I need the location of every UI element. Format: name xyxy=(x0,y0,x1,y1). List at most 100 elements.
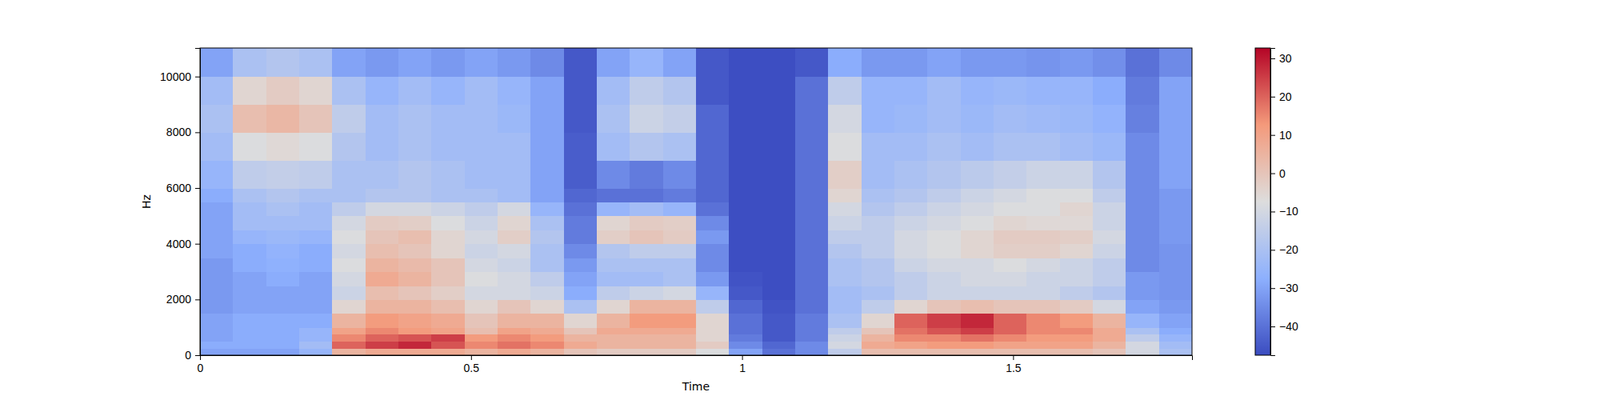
tick: 30 xyxy=(1270,52,1292,65)
heatmap-cell xyxy=(1060,299,1094,314)
heatmap-cell xyxy=(993,334,1028,342)
heatmap-cell xyxy=(1092,285,1127,300)
heatmap-cell xyxy=(431,104,465,133)
heatmap-cell xyxy=(530,257,564,272)
heatmap-cell xyxy=(200,348,234,356)
heatmap-cell xyxy=(365,76,400,105)
heatmap-cell xyxy=(728,334,763,342)
heatmap-cell xyxy=(629,341,664,349)
heatmap-cell xyxy=(299,244,333,259)
heatmap-cell xyxy=(365,216,400,231)
heatmap-cell xyxy=(299,272,333,287)
tick: −40 xyxy=(1270,320,1299,333)
heatmap-cell xyxy=(1060,104,1094,133)
heatmap-cell xyxy=(596,229,631,244)
heatmap-cell xyxy=(861,299,896,314)
heatmap-cell xyxy=(894,313,928,328)
heatmap-cell xyxy=(1159,313,1192,328)
heatmap-cell xyxy=(861,188,896,203)
heatmap-cell xyxy=(398,257,432,272)
heatmap-cell xyxy=(365,160,400,188)
heatmap-cell xyxy=(960,201,995,216)
heatmap-cell xyxy=(1159,160,1192,188)
heatmap-cell xyxy=(993,216,1028,231)
heatmap-cell xyxy=(564,257,598,272)
heatmap-cell xyxy=(629,313,664,328)
heatmap-cell xyxy=(894,272,928,287)
heatmap-cell xyxy=(497,313,532,328)
heatmap-cell xyxy=(993,160,1028,188)
heatmap-cell xyxy=(1060,272,1094,287)
heatmap-cell xyxy=(332,216,366,231)
heatmap-cell xyxy=(1125,334,1160,342)
tick-mark xyxy=(195,132,200,133)
heatmap-cell xyxy=(861,160,896,188)
heatmap-cell xyxy=(232,285,267,300)
heatmap-cell xyxy=(332,48,366,77)
heatmap-cell xyxy=(629,201,664,216)
heatmap-cell xyxy=(960,216,995,231)
heatmap-cell xyxy=(299,313,333,328)
heatmap-cell xyxy=(861,257,896,272)
heatmap-cell xyxy=(1092,348,1127,356)
heatmap-cell xyxy=(398,341,432,349)
heatmap-cell xyxy=(993,201,1028,216)
heatmap-cell xyxy=(266,201,300,216)
heatmap-cell xyxy=(299,341,333,349)
heatmap-cell xyxy=(464,299,499,314)
heatmap-cell xyxy=(960,104,995,133)
heatmap-cell xyxy=(828,334,862,342)
heatmap-cell xyxy=(200,132,234,160)
heatmap-cell xyxy=(696,334,730,342)
heatmap-cell xyxy=(828,188,862,203)
heatmap-cell xyxy=(861,244,896,259)
heatmap-cell xyxy=(299,216,333,231)
heatmap-cell xyxy=(564,272,598,287)
heatmap-cell xyxy=(861,285,896,300)
heatmap-cell xyxy=(596,48,631,77)
heatmap-cell xyxy=(564,216,598,231)
tick: −10 xyxy=(1270,204,1299,218)
heatmap-cell xyxy=(1060,348,1094,356)
heatmap-cell xyxy=(1159,229,1192,244)
heatmap-cell xyxy=(266,272,300,287)
heatmap-cell xyxy=(200,244,234,259)
heatmap-cell xyxy=(1026,132,1060,160)
heatmap-cell xyxy=(1060,201,1094,216)
heatmap-cell xyxy=(431,327,465,335)
heatmap-cell xyxy=(1125,216,1160,231)
tick-label: 1.5 xyxy=(1005,361,1022,375)
heatmap-cell xyxy=(497,257,532,272)
heatmap-cell xyxy=(795,48,829,77)
heatmap-cell xyxy=(332,201,366,216)
heatmap-cell xyxy=(894,334,928,342)
heatmap-cell xyxy=(1026,334,1060,342)
heatmap-cell xyxy=(200,48,234,77)
heatmap-cell xyxy=(332,327,366,335)
heatmap-cell xyxy=(530,104,564,133)
heatmap-cell xyxy=(365,285,400,300)
heatmap-cell xyxy=(464,327,499,335)
heatmap-cell xyxy=(663,341,697,349)
chart-container: 00.511.50200040006000800010000TimeHz−40−… xyxy=(0,0,1600,400)
heatmap-cell xyxy=(398,285,432,300)
tick-label: 10000 xyxy=(160,70,192,84)
tick-label: 2000 xyxy=(166,292,192,306)
heatmap-cell xyxy=(1026,244,1060,259)
heatmap-cell xyxy=(1092,299,1127,314)
heatmap-cell xyxy=(696,285,730,300)
heatmap-cell xyxy=(728,285,763,300)
tick-label: 0 xyxy=(184,348,192,362)
heatmap-cell xyxy=(762,48,796,77)
heatmap-cell xyxy=(629,132,664,160)
heatmap-cell xyxy=(299,257,333,272)
heatmap-cell xyxy=(464,188,499,203)
heatmap-cell xyxy=(332,188,366,203)
heatmap-cell xyxy=(993,257,1028,272)
heatmap-cell xyxy=(927,160,961,188)
heatmap-cell xyxy=(960,341,995,349)
heatmap-cell xyxy=(960,285,995,300)
heatmap-cell xyxy=(596,299,631,314)
heatmap-cell xyxy=(200,299,234,314)
heatmap-cell xyxy=(696,272,730,287)
